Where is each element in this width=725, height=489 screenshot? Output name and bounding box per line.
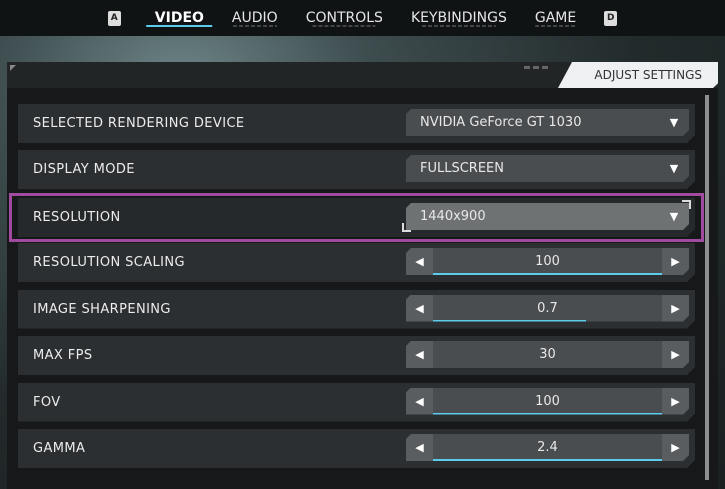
slider-track[interactable]: 100 <box>433 388 662 415</box>
slider-fill <box>433 459 662 461</box>
setting-label: RESOLUTION SCALING <box>33 255 186 270</box>
chevron-down-icon: ▼ <box>669 210 679 223</box>
chevron-down-icon: ▼ <box>669 162 679 175</box>
image-sharpening-slider[interactable]: ◀ 0.7 ▶ <box>406 295 689 322</box>
resolution-scaling-slider[interactable]: ◀ 100 ▶ <box>406 248 689 275</box>
chevron-down-icon: ▼ <box>669 116 679 129</box>
tab-keybindings[interactable]: KEYBINDINGS <box>397 0 521 36</box>
increase-arrow-icon[interactable]: ▶ <box>662 388 689 415</box>
slider-track[interactable]: 2.4 <box>433 434 662 461</box>
slider-fill <box>433 320 586 322</box>
setting-label: MAX FPS <box>33 348 93 363</box>
slider-track[interactable]: 100 <box>433 248 662 275</box>
tab-underline <box>421 25 497 27</box>
setting-label: IMAGE SHARPENING <box>33 301 171 317</box>
increase-arrow-icon[interactable]: ▶ <box>662 434 689 461</box>
slider-fill <box>433 273 662 275</box>
increase-arrow-icon[interactable]: ▶ <box>662 248 689 275</box>
setting-label: SELECTED RENDERING DEVICE <box>33 116 245 131</box>
slider-track[interactable]: 30 <box>433 341 662 368</box>
panel-title: ADJUST SETTINGS <box>558 62 718 88</box>
panel-header: ADJUST SETTINGS <box>7 62 718 88</box>
slider-value: 100 <box>535 254 560 269</box>
tab-game[interactable]: GAME <box>521 0 590 36</box>
slider-value: 30 <box>539 347 556 362</box>
increase-arrow-icon[interactable]: ▶ <box>662 341 689 368</box>
slider-value: 100 <box>535 393 560 409</box>
fov-slider[interactable]: ◀ 100 ▶ <box>406 388 689 415</box>
scrollbar[interactable] <box>705 95 709 480</box>
setting-row-image-sharpening: IMAGE SHARPENING ◀ 0.7 ▶ <box>18 290 695 329</box>
setting-label: RESOLUTION <box>33 210 121 225</box>
setting-row-gamma: GAMMA ◀ 2.4 ▶ <box>18 429 695 468</box>
setting-label: DISPLAY MODE <box>33 162 135 177</box>
tab-audio[interactable]: AUDIO <box>218 0 292 36</box>
slider-value: 0.7 <box>537 300 558 316</box>
decrease-arrow-icon[interactable]: ◀ <box>406 341 433 368</box>
slider-fill <box>433 413 662 415</box>
selected-setting-highlight: RESOLUTION 1440x900 ▼ <box>9 193 704 242</box>
rendering-device-dropdown[interactable]: NVIDIA GeForce GT 1030 ▼ <box>406 109 689 136</box>
tab-video[interactable]: VIDEO <box>141 0 218 36</box>
focus-bracket-icon <box>682 200 691 209</box>
settings-tab-bar: A VIDEO AUDIO CONTROLS KEYBINDINGS GAME … <box>0 0 725 36</box>
setting-row-fov: FOV ◀ 100 ▶ <box>18 383 695 422</box>
setting-label: GAMMA <box>33 441 86 456</box>
setting-row-resolution: RESOLUTION 1440x900 ▼ <box>18 198 695 237</box>
setting-row-rendering-device: SELECTED RENDERING DEVICE NVIDIA GeForce… <box>18 104 695 143</box>
next-tab-key[interactable]: D <box>604 10 618 26</box>
panel-title-text: ADJUST SETTINGS <box>594 68 702 82</box>
decrease-arrow-icon[interactable]: ◀ <box>406 295 433 322</box>
setting-label: FOV <box>33 394 61 410</box>
decrease-arrow-icon[interactable]: ◀ <box>406 388 433 415</box>
corner-marker-icon <box>10 65 16 71</box>
tab-label: GAME <box>534 10 577 26</box>
dropdown-value: FULLSCREEN <box>420 161 504 176</box>
increase-arrow-icon[interactable]: ▶ <box>662 295 689 322</box>
gamma-slider[interactable]: ◀ 2.4 ▶ <box>406 434 689 461</box>
tab-underline <box>534 25 577 27</box>
setting-row-max-fps: MAX FPS ◀ 30 ▶ <box>18 336 695 375</box>
decrease-arrow-icon[interactable]: ◀ <box>406 434 433 461</box>
slider-value: 2.4 <box>537 440 558 455</box>
dropdown-value: NVIDIA GeForce GT 1030 <box>420 115 582 130</box>
decrease-arrow-icon[interactable]: ◀ <box>406 248 433 275</box>
tab-underline <box>312 25 376 27</box>
resolution-dropdown[interactable]: 1440x900 ▼ <box>406 203 689 230</box>
decorative-dashes <box>524 66 548 69</box>
tab-underline <box>146 25 213 27</box>
max-fps-slider[interactable]: ◀ 30 ▶ <box>406 341 689 368</box>
focus-bracket-icon <box>402 223 411 232</box>
prev-tab-key[interactable]: A <box>107 10 121 26</box>
setting-row-resolution-scaling: RESOLUTION SCALING ◀ 100 ▶ <box>18 243 695 282</box>
display-mode-dropdown[interactable]: FULLSCREEN ▼ <box>406 155 689 182</box>
tab-label: CONTROLS <box>305 10 383 26</box>
dropdown-value: 1440x900 <box>420 209 486 224</box>
tab-controls[interactable]: CONTROLS <box>292 0 397 36</box>
setting-row-display-mode: DISPLAY MODE FULLSCREEN ▼ <box>18 150 695 189</box>
tab-underline <box>232 25 277 27</box>
tab-label: KEYBINDINGS <box>410 10 507 26</box>
slider-track[interactable]: 0.7 <box>433 295 662 322</box>
tab-label: AUDIO <box>231 10 278 26</box>
tab-label: VIDEO <box>154 10 204 26</box>
